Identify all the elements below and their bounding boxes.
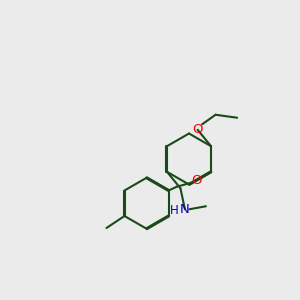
Text: H: H bbox=[170, 204, 179, 217]
Text: O: O bbox=[192, 123, 203, 136]
Text: N: N bbox=[180, 203, 190, 216]
Text: O: O bbox=[191, 174, 201, 187]
